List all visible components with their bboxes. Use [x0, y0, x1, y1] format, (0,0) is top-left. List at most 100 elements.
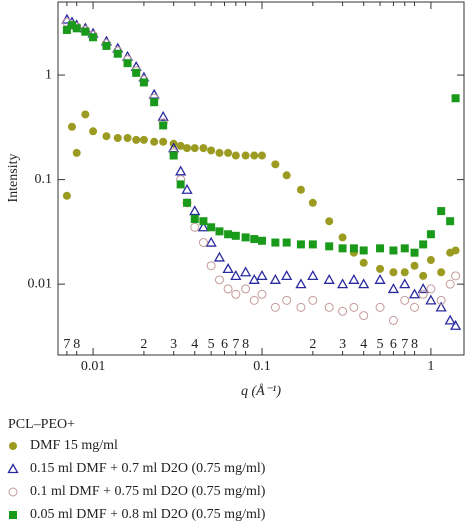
- data-point: [132, 68, 141, 77]
- data-point: [271, 160, 280, 169]
- data-point: [159, 121, 168, 130]
- x-tick-label: 7: [232, 337, 239, 352]
- legend-marker: [7, 463, 19, 474]
- data-point: [250, 151, 259, 160]
- data-point: [123, 134, 132, 143]
- data-point: [376, 244, 385, 253]
- x-tick-label: 8: [73, 337, 80, 352]
- data-point: [139, 78, 148, 87]
- data-point: [169, 151, 178, 160]
- data-point: [444, 314, 456, 325]
- data-point: [324, 302, 334, 312]
- y-tick-label: 0.01: [28, 276, 53, 291]
- x-tick-label: 4: [360, 337, 367, 352]
- data-point: [410, 302, 420, 312]
- data-point: [157, 110, 169, 121]
- data-point: [451, 94, 460, 103]
- data-point: [387, 283, 400, 294]
- x-tick-label: 3: [339, 337, 346, 352]
- data-point: [419, 271, 428, 280]
- data-point: [349, 302, 359, 312]
- data-point: [231, 231, 240, 240]
- data-point: [223, 284, 233, 294]
- data-point: [282, 295, 292, 305]
- legend-title: PCL–PEO+: [8, 417, 75, 432]
- x-tick-label: 2: [309, 337, 316, 352]
- legend-marker: [8, 487, 18, 497]
- data-point: [183, 198, 192, 207]
- data-point: [198, 238, 208, 248]
- data-point: [325, 217, 334, 226]
- data-point: [197, 221, 210, 232]
- data-point: [176, 180, 185, 189]
- data-point: [72, 148, 81, 157]
- x-tick-label: 7: [401, 337, 408, 352]
- data-point: [241, 151, 250, 160]
- data-point: [388, 315, 398, 325]
- data-point: [410, 248, 419, 257]
- data-point: [215, 227, 224, 236]
- data-point: [249, 295, 259, 305]
- data-point: [190, 222, 200, 232]
- data-point: [271, 238, 280, 247]
- x-tick-label: 1: [427, 359, 434, 374]
- x-tick-label: 3: [170, 337, 177, 352]
- data-point: [437, 268, 446, 277]
- data-point: [113, 134, 122, 143]
- data-point: [349, 244, 358, 253]
- x-tick-label: 8: [411, 337, 418, 352]
- data-point: [282, 238, 291, 247]
- data-point: [214, 275, 224, 285]
- data-point: [435, 301, 447, 312]
- data-point: [102, 132, 111, 141]
- legend-label: 0.15 ml DMF + 0.7 ml D2O (0.75 mg/ml): [30, 461, 266, 476]
- data-point: [148, 88, 160, 99]
- data-point: [436, 295, 446, 305]
- data-point: [451, 271, 461, 281]
- data-point: [67, 122, 76, 131]
- data-point: [248, 273, 260, 284]
- data-point: [241, 233, 250, 242]
- y-tick-label: 1: [45, 67, 52, 82]
- data-point: [250, 235, 259, 244]
- data-point: [359, 246, 368, 255]
- data-point: [296, 240, 305, 249]
- data-point: [81, 110, 90, 119]
- data-point: [451, 246, 460, 255]
- legend-marker: [9, 511, 17, 519]
- x-tick-label: 4: [191, 337, 198, 352]
- data-point: [113, 49, 122, 58]
- data-point: [270, 302, 280, 312]
- x-axis-label: q (Å⁻¹): [241, 383, 281, 399]
- data-point: [215, 148, 224, 157]
- data-point: [399, 278, 411, 289]
- data-point: [241, 284, 251, 294]
- data-point: [224, 230, 233, 239]
- data-point: [240, 266, 252, 277]
- data-point: [67, 21, 76, 30]
- y-axis-label: Intensity: [6, 154, 21, 203]
- data-point: [123, 59, 132, 68]
- data-point: [102, 41, 111, 50]
- data-point: [62, 25, 71, 34]
- data-point: [72, 24, 81, 33]
- data-point: [410, 261, 419, 270]
- data-point: [307, 270, 319, 281]
- data-point: [296, 185, 305, 194]
- data-point: [222, 263, 234, 274]
- data-point: [389, 246, 398, 255]
- x-tick-label: 8: [242, 337, 249, 352]
- data-point: [359, 258, 368, 267]
- data-point: [296, 302, 306, 312]
- plot-frame: [57, 1, 465, 356]
- data-point: [150, 137, 159, 146]
- data-point: [175, 165, 187, 176]
- x-tick-label: 0.1: [253, 359, 271, 374]
- data-point: [207, 223, 216, 232]
- data-point: [89, 33, 98, 42]
- data-point: [190, 144, 199, 153]
- data-point: [449, 319, 462, 330]
- data-point: [376, 264, 385, 273]
- data-point: [437, 207, 446, 216]
